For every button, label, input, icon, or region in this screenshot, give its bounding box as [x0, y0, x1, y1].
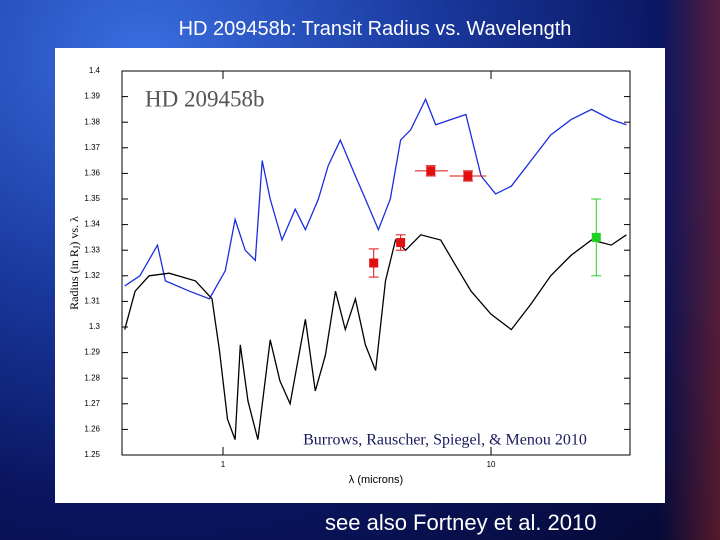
slide-title: HD 209458b: Transit Radius vs. Wavelengt…: [178, 18, 572, 40]
data-point: [369, 258, 379, 268]
y-tick-label: 1.27: [84, 399, 100, 408]
y-tick-label: 1.36: [84, 169, 100, 178]
y-tick-label: 1.28: [84, 373, 100, 382]
y-axis-label-part: Radius (in R: [67, 249, 81, 310]
citation: Burrows, Rauscher, Spiegel, & Menou 2010: [303, 432, 587, 449]
x-tick-label: 10: [487, 460, 496, 469]
y-axis-label-part: ) vs. λ: [67, 216, 81, 246]
y-axis-label: Radius (in RJ) vs. λ: [67, 216, 82, 310]
y-tick-label: 1.3: [89, 322, 101, 331]
y-tick-label: 1.29: [84, 348, 100, 357]
chart-background: [55, 48, 665, 503]
y-tick-label: 1.32: [84, 271, 100, 280]
y-tick-label: 1.38: [84, 117, 100, 126]
spectrum-line: [124, 234, 627, 440]
x-axis-label: λ (microns): [349, 474, 403, 486]
y-tick-label: 1.4: [89, 66, 101, 75]
spectrum-line: [124, 97, 627, 300]
footer-note: see also Fortney et al. 2010: [325, 510, 597, 535]
y-tick-label: 1.37: [84, 143, 100, 152]
edge-glow: [660, 0, 720, 540]
y-tick-label: 1.31: [84, 297, 100, 306]
data-point: [591, 232, 601, 242]
chart: HD 209458b λ (microns) Radius (in RJ) vs…: [55, 48, 665, 503]
x-tick-label: 1: [221, 460, 226, 469]
annotation: HD 209458b: [145, 86, 264, 111]
y-tick-label: 1.33: [84, 245, 100, 254]
y-tick-label: 1.35: [84, 194, 100, 203]
y-tick-label: 1.39: [84, 92, 100, 101]
y-axis-label-part: J: [72, 245, 82, 249]
y-tick-label: 1.26: [84, 425, 100, 434]
y-tick-label: 1.34: [84, 220, 100, 229]
data-point: [396, 238, 406, 248]
data-point: [463, 171, 473, 181]
y-tick-label: 1.25: [84, 450, 100, 459]
plot-frame: [121, 70, 631, 456]
data-point: [426, 166, 436, 176]
